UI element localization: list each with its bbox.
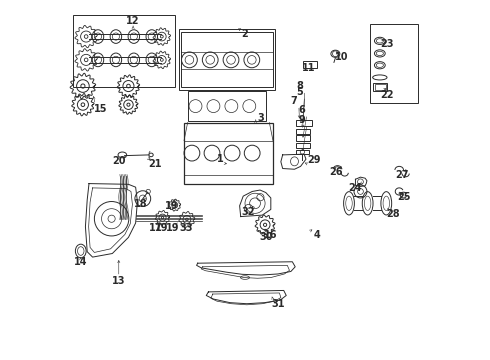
Text: 10: 10 [335,52,348,62]
Bar [370,24,418,103]
Text: 3: 3 [258,113,265,123]
Bar [373,83,387,91]
Bar [188,91,266,121]
Bar [375,84,386,90]
Text: 6: 6 [298,105,305,115]
Text: 13: 13 [112,276,125,286]
Bar [296,129,310,134]
Text: 30: 30 [260,232,273,242]
Text: 33: 33 [179,224,193,233]
Text: 15: 15 [94,104,108,114]
Text: 4: 4 [313,230,320,239]
Text: 14: 14 [74,257,88,267]
Text: 9: 9 [298,115,305,125]
Text: 5: 5 [296,87,303,97]
Text: 16: 16 [264,230,277,239]
Text: 26: 26 [330,167,343,177]
Bar [296,135,310,140]
Text: 29: 29 [307,155,320,165]
Bar [296,120,312,126]
Bar [179,30,275,90]
Text: 19: 19 [165,201,178,211]
Bar [73,15,175,87]
Text: 12: 12 [126,17,140,27]
Bar [184,123,273,184]
Bar [181,32,273,87]
Text: 19: 19 [166,224,179,233]
Text: 23: 23 [380,39,394,49]
Bar [296,149,309,154]
Text: 21: 21 [148,159,161,169]
Text: 31: 31 [271,299,285,309]
Text: 25: 25 [397,192,410,202]
Text: 18: 18 [134,199,148,210]
Text: 1: 1 [217,154,223,164]
Text: 20: 20 [112,156,125,166]
Text: 27: 27 [395,170,409,180]
Text: 11: 11 [302,63,316,73]
Text: 8: 8 [296,81,303,91]
Text: 7: 7 [290,96,297,106]
Text: 24: 24 [349,183,362,193]
Text: 28: 28 [386,209,399,219]
Bar [296,143,310,148]
Text: 2: 2 [242,29,248,39]
Bar [303,61,317,68]
Text: 32: 32 [241,207,255,217]
Text: 17: 17 [149,224,163,233]
Text: 19: 19 [155,224,169,233]
Text: 22: 22 [380,90,394,100]
